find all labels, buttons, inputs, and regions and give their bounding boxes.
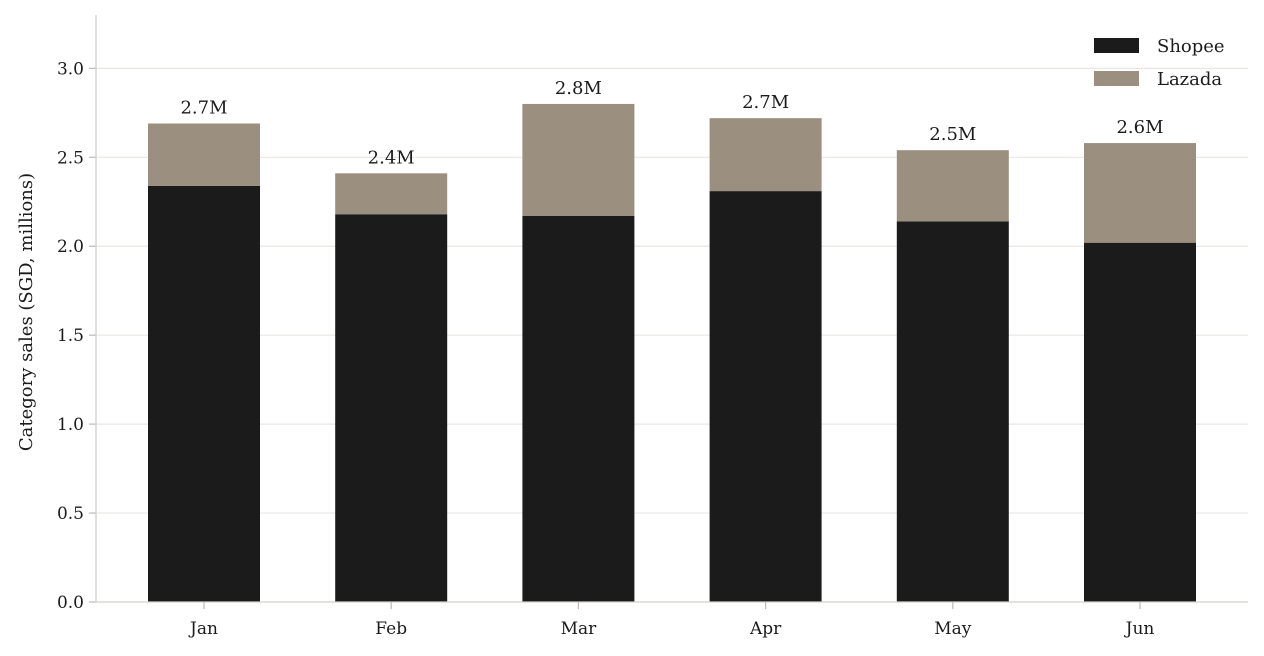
legend-label-lazada: Lazada (1157, 69, 1222, 90)
bar-shopee-jan (148, 185, 260, 602)
x-tick-label: Jan (188, 619, 218, 639)
legend-label-shopee: Shopee (1157, 36, 1225, 57)
bar-lazada-jun (1084, 143, 1196, 243)
y-tick-label: 0.0 (57, 593, 84, 613)
y-tick-label: 1.5 (57, 326, 84, 346)
total-label-apr: 2.7M (742, 92, 789, 113)
x-tick-label: Feb (375, 619, 407, 639)
data-labels: 2.7M 2.4M 2.8M 2.7M 2.5M 2.6M (180, 78, 1163, 168)
legend: Shopee Lazada (1094, 36, 1225, 90)
bar-shopee-apr (709, 191, 822, 602)
bar-lazada-may (896, 150, 1009, 222)
x-tick-label: Jun (1124, 619, 1155, 639)
bar-shopee-feb (335, 214, 448, 602)
gridlines (96, 67, 1248, 514)
x-tick-label: Apr (749, 619, 782, 639)
legend-swatch-lazada (1094, 71, 1139, 86)
axes: 0.0 0.5 1.0 1.5 2.0 2.5 3.0 Jan Feb Mar Apr May Jun (57, 15, 1248, 639)
bars (148, 103, 1196, 602)
y-axis-title: Category sales (SGD, millions) (16, 173, 37, 451)
bar-lazada-feb (335, 173, 448, 215)
y-tick-label: 0.5 (57, 504, 84, 524)
bar-lazada-mar (522, 103, 635, 217)
x-tick-label: May (934, 619, 972, 639)
y-tick-label: 2.5 (57, 148, 84, 168)
bar-shopee-mar (522, 216, 635, 602)
bar-lazada-jan (148, 123, 260, 186)
total-label-feb: 2.4M (368, 147, 415, 168)
total-label-jan: 2.7M (180, 98, 227, 119)
total-label-mar: 2.8M (555, 78, 602, 99)
y-tick-label: 1.0 (57, 415, 84, 435)
total-label-jun: 2.6M (1116, 117, 1163, 138)
y-tick-label: 3.0 (57, 59, 84, 79)
total-label-may: 2.5M (929, 124, 976, 145)
bar-shopee-jun (1084, 242, 1196, 602)
bar-shopee-may (896, 221, 1009, 602)
y-tick-label: 2.0 (57, 237, 84, 257)
legend-swatch-shopee (1094, 38, 1139, 53)
x-tick-label: Mar (561, 619, 598, 639)
bar-lazada-apr (709, 118, 822, 192)
